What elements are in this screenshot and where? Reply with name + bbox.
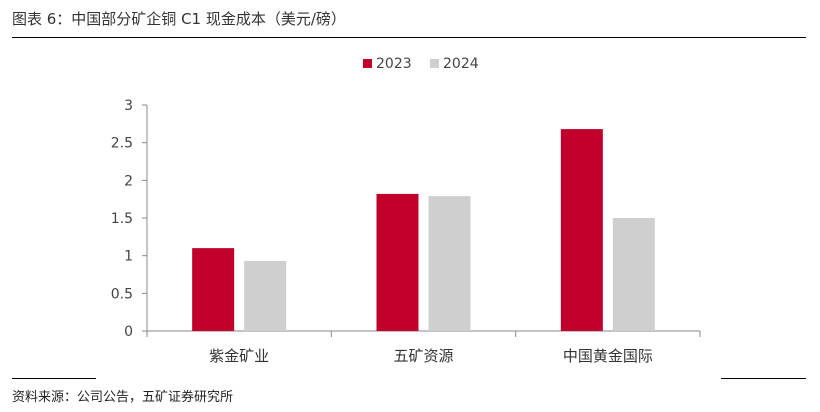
legend-label-2024: 2024 bbox=[443, 56, 479, 72]
figure-title: 图表 6：中国部分矿企铜 C1 现金成本（美元/磅） bbox=[12, 10, 346, 28]
category-label: 五矿资源 bbox=[393, 347, 453, 365]
bar-2024 bbox=[244, 260, 287, 331]
source-note: 资料来源：公司公告，五矿证券研究所 bbox=[12, 390, 234, 405]
y-tick-label: 0 bbox=[124, 324, 133, 340]
title-rule bbox=[12, 37, 806, 38]
legend-swatch-2023 bbox=[363, 59, 372, 68]
y-tick-label: 0.5 bbox=[111, 286, 133, 302]
y-tick-label: 2.5 bbox=[111, 136, 133, 152]
source-rule-left bbox=[12, 378, 96, 379]
y-tick-label: 1.5 bbox=[111, 211, 133, 227]
bar-2024 bbox=[428, 196, 471, 331]
y-tick-label: 2 bbox=[124, 173, 133, 189]
legend-label-2023: 2023 bbox=[376, 56, 412, 72]
bar-2024 bbox=[612, 218, 655, 331]
category-label: 紫金矿业 bbox=[209, 347, 269, 365]
bar-2023 bbox=[560, 129, 603, 331]
y-tick-label: 1 bbox=[124, 249, 133, 265]
bar-2023 bbox=[192, 248, 235, 331]
y-tick-label: 3 bbox=[124, 98, 133, 114]
source-rule-right bbox=[721, 378, 806, 379]
legend-swatch-2024 bbox=[430, 59, 439, 68]
category-label: 中国黄金国际 bbox=[563, 347, 653, 365]
bar-2023 bbox=[376, 193, 419, 331]
